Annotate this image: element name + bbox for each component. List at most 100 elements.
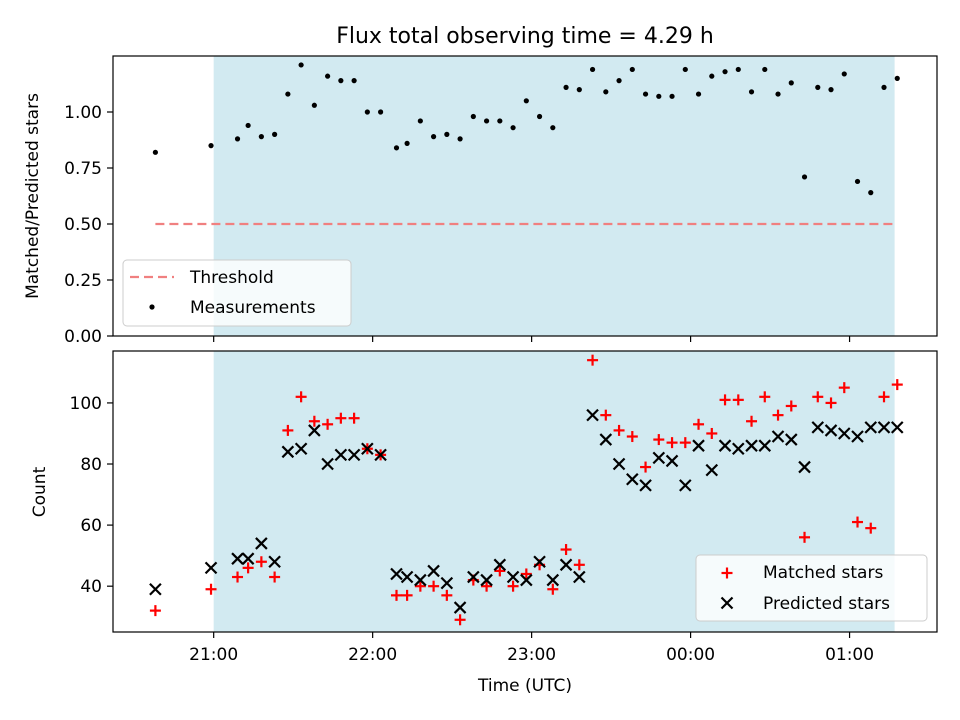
matched-star-point bbox=[573, 559, 585, 571]
legend-measurements-swatch bbox=[149, 304, 155, 310]
predicted-star-point bbox=[321, 457, 334, 471]
matched-star-point bbox=[878, 391, 890, 403]
matched-star-point bbox=[481, 580, 493, 592]
measurement-point bbox=[430, 134, 437, 140]
predicted-star-point bbox=[679, 479, 692, 492]
top-axes-frame bbox=[112, 55, 938, 337]
bottom-x-axis-label: Time (UTC) bbox=[477, 676, 572, 696]
top-y-tick-label: 0.25 bbox=[64, 271, 102, 291]
predicted-star-point bbox=[281, 445, 295, 459]
matched-star-point bbox=[865, 522, 877, 534]
measurement-point bbox=[272, 131, 278, 137]
measurement-point bbox=[642, 91, 649, 97]
measurement-point bbox=[550, 125, 556, 131]
predicted-star-point bbox=[480, 573, 493, 587]
matched-star-point bbox=[799, 531, 811, 543]
predicted-star-point bbox=[374, 448, 387, 462]
predicted-star-point bbox=[493, 558, 507, 572]
measurement-point bbox=[881, 84, 887, 90]
measurement-point bbox=[325, 73, 331, 79]
top-y-tick-label: 1.00 bbox=[64, 103, 102, 123]
matched-star-point bbox=[626, 431, 638, 443]
bottom-x-tick-label: 00:00 bbox=[666, 645, 715, 665]
measurement-point bbox=[722, 69, 728, 75]
top-y-tick-label: 0.50 bbox=[64, 215, 102, 235]
predicted-star-point bbox=[864, 421, 878, 434]
bottom-y-ticks: 40 60 80 100 bbox=[70, 394, 113, 597]
predicted-star-point bbox=[771, 430, 785, 443]
bottom-x-tick-label: 01:00 bbox=[825, 645, 874, 665]
bottom-x-tick-label: 23:00 bbox=[507, 645, 556, 665]
matched-star-point bbox=[205, 583, 217, 595]
predicted-star-point bbox=[599, 433, 613, 446]
legend-measurements-label: Measurements bbox=[190, 298, 316, 318]
predicted-star-point bbox=[149, 582, 162, 596]
measurement-point bbox=[470, 113, 476, 120]
top-y-tick-label: 0.00 bbox=[64, 327, 102, 347]
measurement-point bbox=[510, 125, 516, 131]
measurement-point bbox=[735, 66, 741, 73]
matched-star-point bbox=[494, 565, 506, 577]
measurement-point bbox=[603, 89, 609, 95]
matched-star-point bbox=[812, 391, 824, 403]
matched-star-point bbox=[547, 583, 559, 595]
top-y-ticks: 0.00 0.25 0.50 0.75 1.00 bbox=[64, 103, 113, 347]
matched-star-point bbox=[242, 562, 254, 574]
predicted-star-point bbox=[784, 433, 798, 446]
predicted-star-point bbox=[231, 552, 244, 565]
matched-star-point bbox=[454, 614, 466, 626]
measurement-point bbox=[483, 118, 490, 124]
figure-title: Flux total observing time = 4.29 h bbox=[336, 24, 714, 49]
bottom-y-tick-label: 40 bbox=[80, 577, 102, 597]
matched-star-point bbox=[308, 415, 320, 427]
matched-star-point bbox=[759, 391, 771, 403]
matched-star-point bbox=[520, 568, 532, 580]
predicted-star-point bbox=[639, 479, 652, 492]
matched-star-point bbox=[772, 409, 784, 421]
bottom-legend: Matched stars Predicted stars bbox=[695, 554, 928, 622]
predicted-star-point bbox=[204, 561, 218, 575]
measurement-point bbox=[616, 78, 622, 84]
predicted-star-point bbox=[824, 424, 838, 437]
matched-star-point bbox=[414, 580, 426, 592]
predicted-star-point bbox=[241, 552, 255, 565]
matched-star-point bbox=[719, 394, 731, 406]
measurement-point bbox=[894, 75, 900, 81]
predicted-star-point bbox=[626, 473, 639, 486]
bottom-x-tick-label: 22:00 bbox=[348, 645, 397, 665]
matched-star-point bbox=[852, 516, 864, 528]
predicted-star-point bbox=[877, 421, 891, 434]
top-legend-box bbox=[122, 259, 352, 327]
measurement-point bbox=[364, 109, 370, 115]
predicted-star-point bbox=[390, 567, 403, 581]
measurement-point bbox=[762, 66, 768, 73]
measurement-point bbox=[338, 78, 344, 84]
measurement-point bbox=[815, 84, 821, 90]
measurement-point bbox=[682, 66, 688, 73]
bottom-x-ticks: 21:00 22:00 23:00 00:00 01:00 bbox=[189, 632, 874, 665]
measurement-points bbox=[152, 62, 900, 196]
measurement-point bbox=[656, 93, 662, 99]
predicted-star-point bbox=[347, 448, 361, 462]
bottom-axes-frame bbox=[112, 350, 938, 633]
predicted-star-point bbox=[586, 408, 599, 422]
legend-matched-label: Matched stars bbox=[763, 563, 883, 583]
matched-star-point bbox=[732, 394, 744, 406]
top-legend: Threshold Measurements bbox=[122, 259, 352, 327]
measurement-point bbox=[245, 122, 251, 129]
measurement-point bbox=[523, 98, 529, 104]
matched-star-point bbox=[785, 400, 797, 412]
matched-star-point bbox=[507, 580, 519, 592]
matched-star-point bbox=[706, 427, 718, 439]
matched-star-point bbox=[825, 397, 837, 409]
matched-star-point bbox=[587, 354, 599, 366]
predicted-star-point bbox=[440, 576, 454, 590]
predicted-star-point bbox=[652, 451, 666, 465]
top-y-axis-label: Matched/Predicted stars bbox=[23, 93, 43, 299]
predicted-star-point bbox=[506, 570, 520, 584]
matched-star-point bbox=[600, 409, 612, 421]
predicted-star-point bbox=[467, 570, 480, 584]
measurement-point bbox=[285, 91, 291, 97]
predicted-star-point bbox=[718, 439, 732, 452]
top-x-ticks bbox=[213, 336, 851, 342]
